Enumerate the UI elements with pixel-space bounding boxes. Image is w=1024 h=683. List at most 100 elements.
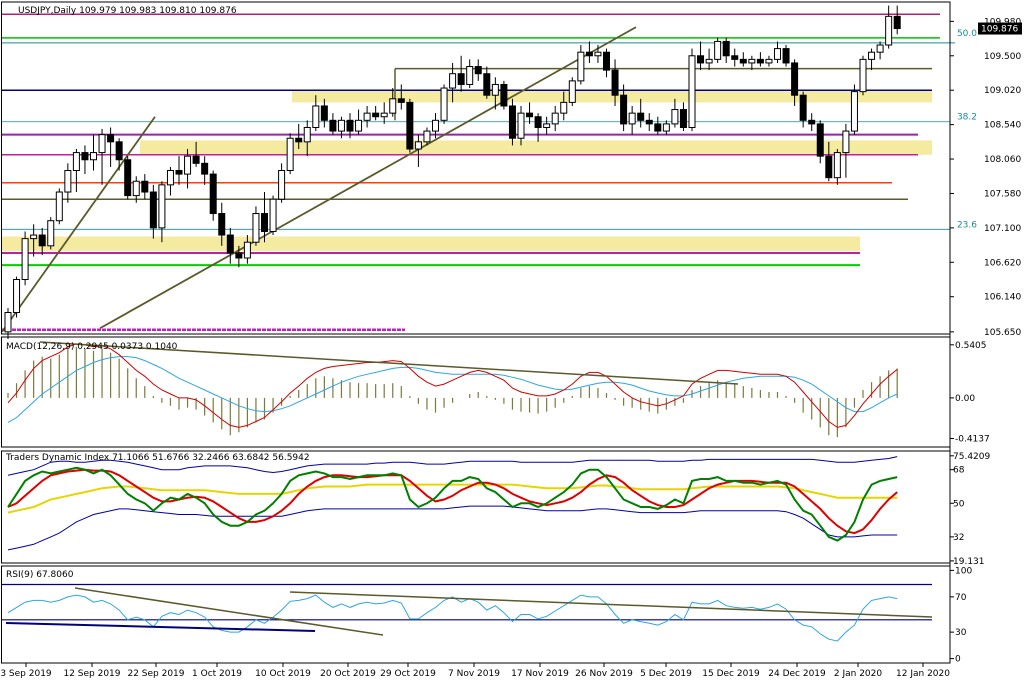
candlesticks bbox=[4, 5, 901, 340]
candle-body bbox=[312, 105, 320, 128]
candle-body bbox=[337, 119, 345, 132]
candle-body bbox=[64, 170, 72, 193]
candle-body bbox=[226, 234, 234, 254]
macd-main-line bbox=[7, 343, 898, 428]
candle-body bbox=[594, 51, 602, 57]
rsi-line bbox=[7, 594, 898, 642]
tdi-middle-band bbox=[7, 483, 898, 514]
candle-body bbox=[192, 155, 200, 164]
price-axis: 109.980 109.500 109.020 108.540 108.060 107.5… bbox=[950, 17, 1021, 338]
fibonacci-labels: 50.0 38.2 23.6 bbox=[957, 29, 977, 230]
price-tick-label: 106.140 bbox=[984, 293, 1021, 303]
candle-body bbox=[500, 83, 508, 107]
fib-level-label: 38.2 bbox=[957, 113, 977, 123]
candle-body bbox=[739, 58, 747, 64]
candle-body bbox=[166, 170, 174, 186]
candle-body bbox=[611, 69, 619, 96]
price-tick-label: 107.100 bbox=[984, 224, 1021, 234]
macd-tick-label: -0.4137 bbox=[955, 435, 990, 445]
rsi-pane: RSI(9) 67.8060 100 70 30 0 bbox=[2, 566, 972, 665]
candle-body bbox=[278, 170, 286, 200]
date-tick-label: 10 Oct 2019 bbox=[255, 669, 311, 679]
candle-body bbox=[876, 44, 884, 53]
candle-body bbox=[432, 119, 439, 132]
candle-body bbox=[885, 15, 893, 46]
candle-body bbox=[628, 112, 636, 125]
fib-level-label: 23.6 bbox=[957, 220, 977, 230]
tdi-label: Traders Dynamic Index 71.1066 51.6766 32… bbox=[5, 453, 310, 463]
date-tick-label: 1 Oct 2019 bbox=[192, 669, 242, 679]
candle-body bbox=[81, 152, 89, 161]
candle-body bbox=[483, 73, 491, 96]
candle-body bbox=[47, 220, 55, 247]
candle-body bbox=[30, 234, 38, 240]
date-tick-label: 24 Dec 2019 bbox=[768, 669, 826, 679]
candle-body bbox=[662, 123, 670, 132]
rsi-trend-line-2 bbox=[289, 591, 933, 618]
candle-body bbox=[13, 279, 21, 313]
date-tick-label: 12 Sep 2019 bbox=[63, 669, 120, 679]
date-tick-label: 17 Nov 2019 bbox=[511, 669, 569, 679]
candle-body bbox=[320, 105, 328, 121]
candle-body bbox=[517, 112, 525, 139]
candle-body bbox=[688, 55, 696, 128]
candle-body bbox=[825, 155, 833, 179]
candle-body bbox=[457, 73, 465, 85]
candle-body bbox=[372, 112, 380, 118]
candle-body bbox=[363, 112, 371, 121]
price-tick-label: 106.620 bbox=[984, 258, 1021, 268]
candle-body bbox=[21, 238, 29, 281]
candle-body bbox=[474, 66, 482, 75]
candle-body bbox=[585, 51, 593, 57]
candle-body bbox=[568, 80, 576, 103]
date-tick-label: 22 Sep 2019 bbox=[127, 669, 184, 679]
candle-body bbox=[679, 109, 687, 128]
candle-body bbox=[560, 101, 568, 114]
candle-body bbox=[261, 213, 268, 232]
current-price-box bbox=[978, 22, 1022, 35]
candle-body bbox=[380, 112, 388, 118]
candle-body bbox=[731, 55, 739, 60]
candle-body bbox=[491, 83, 499, 96]
uptrend-line-short bbox=[1, 116, 156, 333]
macd-trend-line bbox=[39, 341, 739, 385]
candle-body bbox=[389, 98, 397, 114]
candle-body bbox=[149, 191, 157, 229]
pane-frames bbox=[1, 1, 951, 664]
date-tick-label: 5 Dec 2019 bbox=[640, 669, 692, 679]
candle-body bbox=[286, 137, 294, 172]
tdi-tick-label: 19.131 bbox=[953, 557, 985, 567]
date-tick-label: 2 Jan 2020 bbox=[834, 669, 882, 679]
candle-body bbox=[423, 130, 431, 143]
candle-body bbox=[243, 241, 251, 259]
candle-body bbox=[705, 58, 713, 64]
candle-body bbox=[697, 55, 705, 64]
candle-body bbox=[115, 141, 123, 161]
uptrend-line-long bbox=[99, 26, 637, 330]
candle-body bbox=[4, 311, 12, 333]
tdi-axis: 75.4209 68 50 32 19.131 bbox=[950, 452, 990, 567]
price-tick-label: 105.650 bbox=[984, 328, 1021, 338]
candle-body bbox=[124, 159, 132, 197]
candle-body bbox=[132, 180, 140, 197]
candle-body bbox=[158, 184, 166, 229]
candle-body bbox=[355, 119, 363, 132]
candle-body bbox=[543, 123, 551, 128]
candle-body bbox=[38, 234, 46, 247]
candle-body bbox=[816, 123, 824, 157]
candle-body bbox=[201, 162, 209, 175]
rsi-tick-label: 100 bbox=[955, 566, 972, 576]
date-tick-label: 15 Dec 2019 bbox=[702, 669, 760, 679]
chart-header: USDJPY,Daily 109.979 109.983 109.810 109… bbox=[18, 6, 237, 16]
current-price-tag: 109.876 bbox=[978, 22, 1022, 35]
macd-tick-label: 0.00 bbox=[955, 394, 975, 404]
date-tick-label: 20 Oct 2019 bbox=[320, 669, 376, 679]
rsi-tick-label: 30 bbox=[955, 628, 967, 638]
tdi-upper-band bbox=[7, 456, 898, 476]
candle-body bbox=[98, 134, 106, 154]
candle-body bbox=[508, 105, 516, 139]
candle-body bbox=[235, 252, 243, 259]
tdi-tick-label: 68 bbox=[953, 466, 965, 476]
macd-label: MACD(12,26,9) 0.2945 0.0373 0.1040 bbox=[6, 342, 178, 352]
